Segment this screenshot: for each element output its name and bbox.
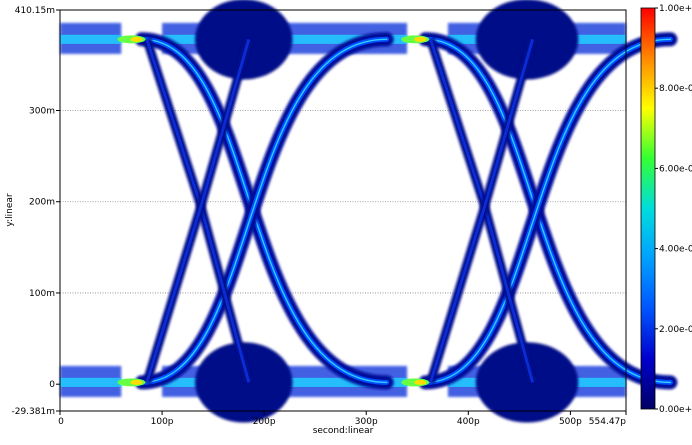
hotspot-core [130, 379, 143, 385]
x-tick-label: 200p [253, 417, 276, 427]
colorbar: 1.00e+00 8.00e-01 6.00e-01 4.00e-01 2.00e-01… [640, 4, 692, 415]
colorbar-tick-label: 8.00e-01 [659, 84, 692, 94]
level-bloom [475, 0, 579, 80]
hotspot-core [130, 36, 143, 42]
y-tick-label: 200m [29, 198, 55, 208]
y-tick-label: 300m [29, 106, 55, 116]
rising-edge-core [141, 38, 388, 384]
x-tick-label: 500p [559, 417, 582, 427]
x-axis: 0 100p 200p 300p 400p 500p 554.47p [58, 411, 627, 427]
x-tick-label: 0 [58, 417, 64, 427]
steep-edge [145, 38, 251, 383]
y-axis: -29.381m 0 100m 200m 300m 410.15m [11, 6, 60, 417]
y-axis-label: y:linear [5, 193, 15, 226]
x-axis-label: second:linear [313, 426, 374, 436]
hotspot-core [414, 36, 427, 42]
x-tick-label: 100p [151, 417, 174, 427]
x-tick-label: 300p [355, 417, 378, 427]
level-bloom [475, 342, 579, 423]
level-band-core [60, 377, 122, 387]
colorbar-tick-label: 2.00e-01 [659, 325, 692, 335]
colorbar-tick-label: 1.00e+00 [659, 4, 692, 14]
y-tick-label: 410.15m [15, 6, 55, 16]
colorbar-tick-label: 4.00e-01 [659, 245, 692, 255]
y-tick-label: 0 [49, 380, 55, 390]
colorbar-tick-label: 0.00e+00 [659, 405, 692, 415]
x-tick-label: 554.47p [589, 417, 626, 427]
level-band-core [60, 34, 122, 44]
steep-edge [429, 38, 535, 383]
hotspot-core [414, 379, 427, 385]
colorbar-gradient [640, 7, 656, 410]
y-tick-label: -29.381m [11, 407, 55, 417]
rising-edge-core [424, 38, 672, 384]
density-traces [60, 0, 678, 423]
level-bloom [195, 342, 293, 423]
level-bloom [195, 0, 293, 80]
plot-frame [59, 9, 627, 412]
y-tick-label: 100m [29, 289, 55, 299]
x-tick-label: 400p [457, 417, 480, 427]
colorbar-tick-label: 6.00e-01 [659, 164, 692, 174]
